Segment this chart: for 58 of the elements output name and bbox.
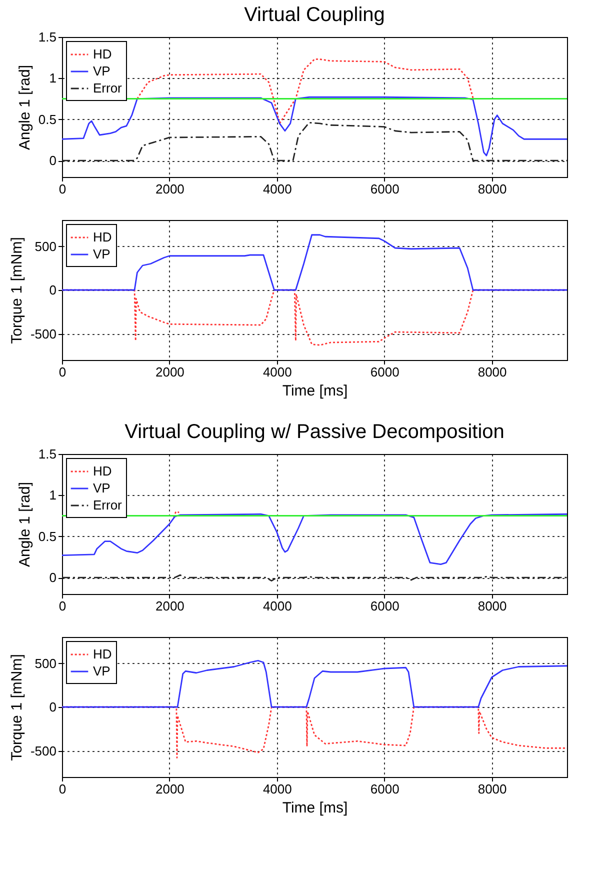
x-tick-label: 8000 <box>478 182 507 196</box>
line-series <box>62 122 567 162</box>
x-axis-title: Time [ms] <box>282 800 348 816</box>
legend-label: Error <box>93 80 123 96</box>
y-tick-label: 1.5 <box>38 446 56 462</box>
x-tick-label: 2000 <box>155 598 184 614</box>
x-tick-label: 2000 <box>155 364 184 380</box>
y-axis-title: Torque 1 [mNm] <box>8 654 26 761</box>
x-tick-label: 0 <box>58 364 66 380</box>
y-tick-label: 0 <box>49 282 56 298</box>
y-tick-label: 0.5 <box>38 528 56 544</box>
y-tick-label: 0 <box>49 700 56 714</box>
legend-label: VP <box>93 664 110 678</box>
x-tick-label: 8000 <box>478 598 507 614</box>
x-tick-label: 4000 <box>262 598 292 614</box>
line-series <box>62 513 567 566</box>
y-tick-label: 500 <box>34 238 56 254</box>
line-series <box>136 58 474 124</box>
y-tick-label: -500 <box>30 743 56 758</box>
legend-label: VP <box>93 246 110 262</box>
x-axis-title: Time [ms] <box>282 382 348 400</box>
x-tick-label: 0 <box>58 182 66 196</box>
x-tick-label: 6000 <box>370 364 400 380</box>
x-tick-label: 4000 <box>262 364 292 380</box>
x-tick-label: 6000 <box>370 182 400 196</box>
x-tick-label: 6000 <box>370 598 400 614</box>
y-tick-label: -500 <box>30 326 56 342</box>
legend-label: HD <box>93 646 112 662</box>
legend-label: HD <box>93 46 112 62</box>
x-tick-label: 8000 <box>478 782 507 796</box>
x-tick-label: 2000 <box>155 182 184 196</box>
y-tick-label: 0 <box>49 570 56 586</box>
y-axis-title: Angle 1 [rad] <box>16 482 34 568</box>
y-tick-label: 1 <box>49 488 56 503</box>
y-tick-label: 1 <box>49 70 56 86</box>
x-tick-label: 0 <box>58 598 66 614</box>
y-tick-label: 1.5 <box>38 30 56 44</box>
x-tick-label: 8000 <box>478 364 507 380</box>
y-tick-label: 0.5 <box>38 112 56 127</box>
legend-label: HD <box>93 464 112 478</box>
line-series <box>62 234 567 291</box>
y-tick-label: 500 <box>34 656 56 671</box>
x-tick-label: 0 <box>58 782 66 796</box>
y-tick-label: 0 <box>49 153 56 168</box>
x-tick-label: 2000 <box>155 782 184 796</box>
y-axis-title: Torque 1 [mNm] <box>8 237 26 344</box>
legend-label: VP <box>93 64 110 78</box>
x-tick-label: 4000 <box>262 782 292 796</box>
legend-label: VP <box>93 480 110 496</box>
legend-label: HD <box>93 230 112 244</box>
legend-label: Error <box>93 498 123 512</box>
chart-title: Virtual Coupling w/ Passive Decomposition <box>124 421 504 443</box>
x-tick-label: 4000 <box>262 182 292 196</box>
line-series <box>62 96 567 156</box>
line-series <box>62 660 567 708</box>
chart-title: Virtual Coupling <box>244 4 385 26</box>
x-tick-label: 6000 <box>370 782 400 796</box>
y-axis-title: Angle 1 [rad] <box>16 64 34 150</box>
